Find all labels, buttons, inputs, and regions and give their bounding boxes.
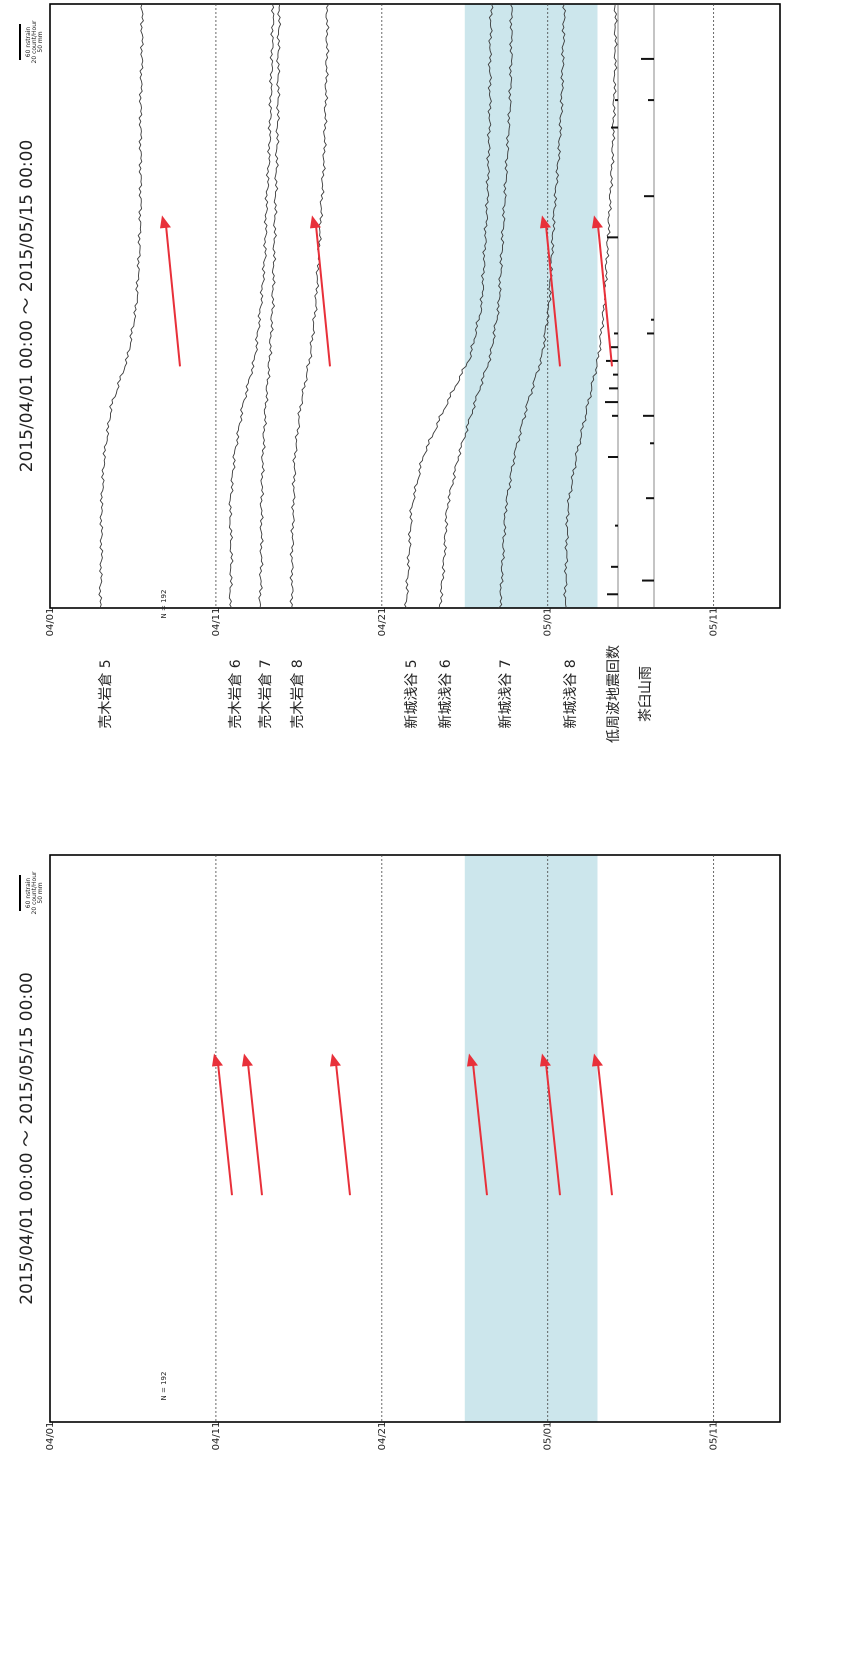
scale-label: 20 count/Hour: [31, 871, 38, 914]
series-label: 低周波地震回数: [606, 645, 622, 743]
trend-arrow: [472, 1063, 488, 1196]
x-tick-label: 04/11: [211, 608, 222, 637]
scale-label: 20 count/Hour: [31, 20, 38, 63]
arrow-head: [242, 1053, 253, 1067]
scale-label: 50 mm: [37, 882, 44, 903]
trace-line: [289, 3, 330, 609]
series-label: 新城浅谷 7: [498, 659, 514, 728]
chart-title: 2015/04/01 00:00 ～ 2015/05/15 00:00: [17, 140, 37, 473]
trace-line: [98, 3, 144, 609]
series-label: 新城浅谷 5: [404, 659, 420, 728]
x-tick-label: 05/01: [543, 1422, 554, 1451]
highlight-band: [464, 855, 598, 1422]
chart-panel-top: 04/01 04/11 04/21 05/01 05/11 2015/04/01 00:0…: [17, 3, 781, 743]
series-label: 売木岩倉 6: [228, 659, 244, 728]
chart-panel-bottom: 04/01 04/11 04/21 05/01 05/11 2015/04/01 00:0…: [17, 854, 781, 1451]
arrow-head: [540, 215, 551, 229]
trend-arrow: [247, 1063, 263, 1196]
arrow-head: [592, 215, 603, 229]
series-label: 売木岩倉 5: [98, 659, 114, 728]
arrow-head: [467, 1053, 478, 1067]
trend-arrow: [597, 225, 613, 367]
trace-line: [438, 3, 513, 609]
arrow-head: [310, 215, 321, 229]
x-tick-label: 05/01: [543, 608, 554, 637]
trace-line: [228, 3, 275, 609]
trend-arrow: [217, 1063, 233, 1196]
event-count-label: N = 192: [160, 1372, 168, 1401]
x-tick-label: 05/11: [709, 1422, 720, 1451]
arrow-head: [330, 1053, 341, 1067]
scale-label: 50 mm: [37, 31, 44, 52]
x-tick-label: 04/01: [45, 1422, 56, 1451]
trend-arrow: [545, 1063, 561, 1196]
arrow-head: [212, 1053, 223, 1067]
scale-label: 60 nstrain: [25, 878, 32, 909]
series-label: 売木岩倉 7: [258, 659, 274, 728]
trace-line: [563, 3, 618, 609]
series-label: 新城浅谷 8: [563, 659, 579, 728]
trend-arrow: [315, 225, 331, 367]
chart-title: 2015/04/01 00:00 ～ 2015/05/15 00:00: [17, 972, 37, 1305]
highlight-band: [464, 4, 598, 608]
scale-label: 60 nstrain: [25, 27, 32, 58]
trend-arrow: [335, 1063, 351, 1196]
arrow-head: [160, 215, 171, 229]
x-tick-label: 05/11: [709, 608, 720, 637]
event-count-label: N = 192: [160, 590, 168, 619]
series-label: 売木岩倉 8: [290, 659, 306, 728]
x-tick-label: 04/01: [45, 608, 56, 637]
trend-arrow: [165, 225, 181, 367]
series-label: 新城浅谷 6: [438, 659, 454, 728]
x-tick-label: 04/21: [377, 608, 388, 637]
series-label: 茶臼山雨: [638, 666, 654, 722]
trace-line: [258, 3, 282, 609]
trend-arrow: [597, 1063, 613, 1196]
x-tick-label: 04/11: [211, 1422, 222, 1451]
trend-arrow: [545, 225, 561, 367]
trace-line: [498, 3, 567, 609]
plot-frame: [49, 3, 781, 609]
arrow-head: [540, 1053, 551, 1067]
plot-frame: [49, 854, 781, 1423]
x-tick-label: 04/21: [377, 1422, 388, 1451]
arrow-head: [592, 1053, 603, 1067]
trace-line: [404, 3, 494, 609]
